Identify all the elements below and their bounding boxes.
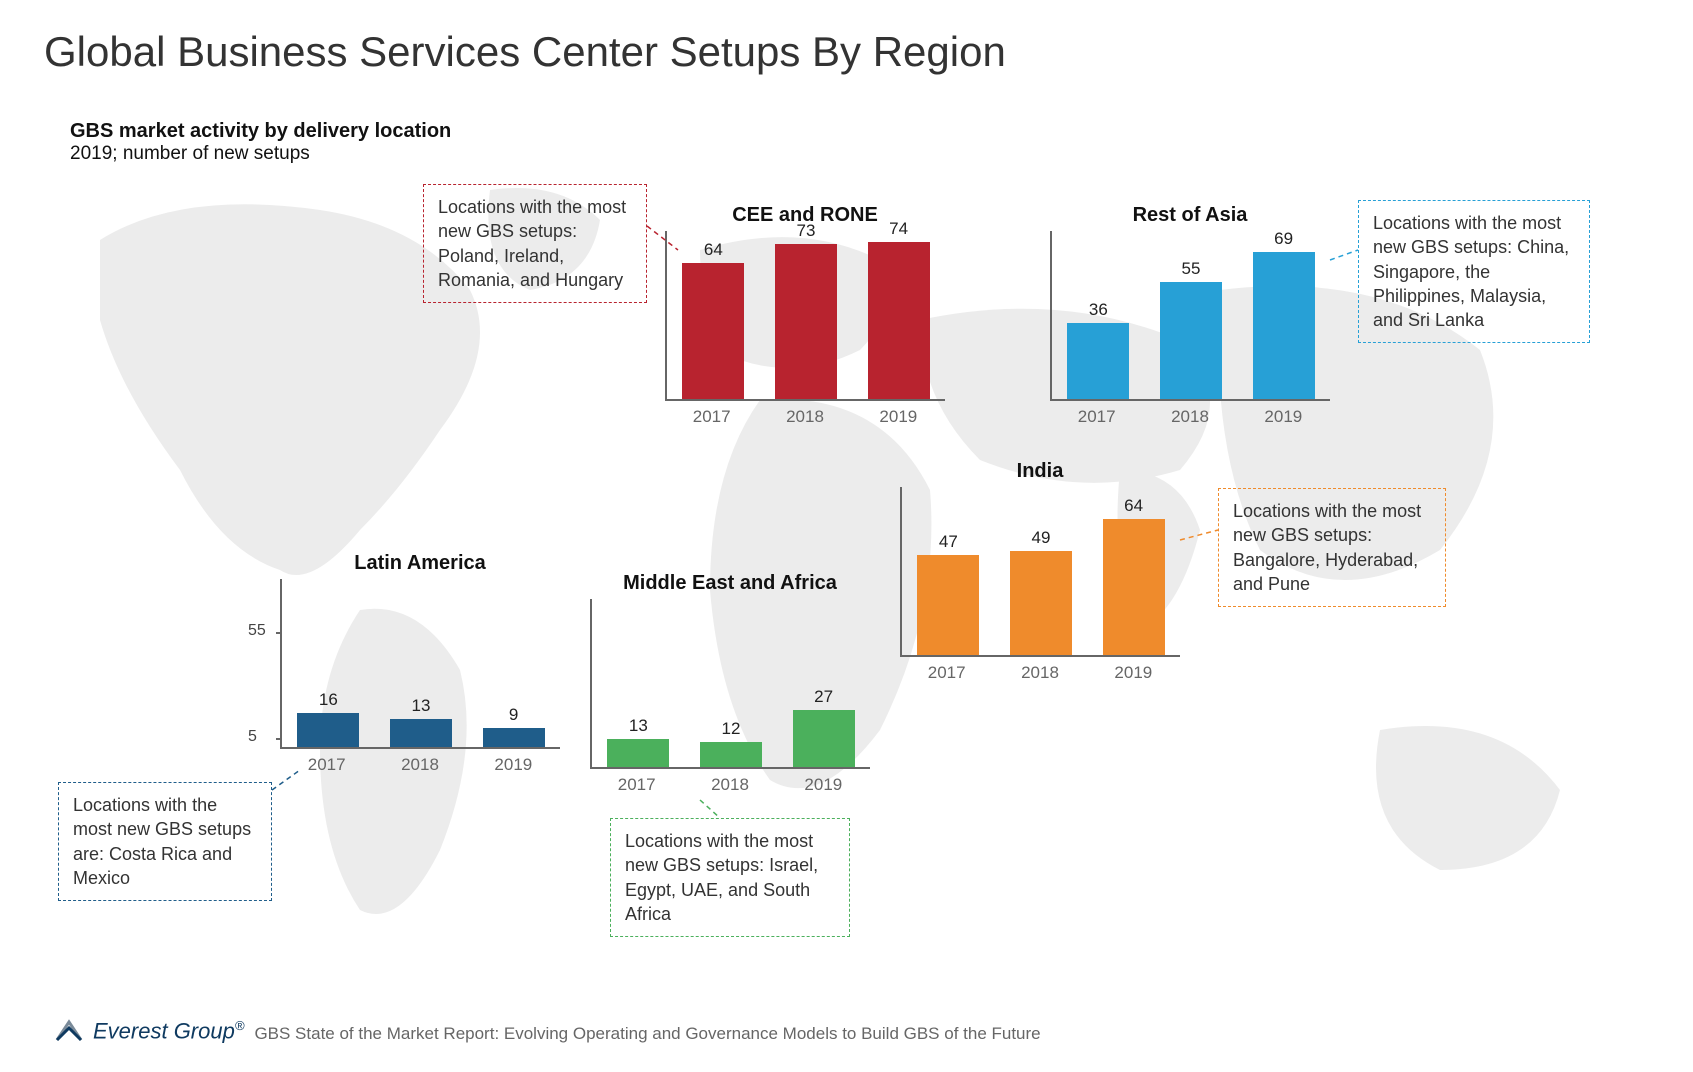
x-axis-labels: 2017 2018 2019 bbox=[280, 755, 560, 775]
brand-chevron-icon bbox=[55, 1016, 83, 1044]
bar-value-label: 36 bbox=[1089, 300, 1108, 320]
x-tick-label: 2019 bbox=[1114, 663, 1152, 683]
bar bbox=[607, 739, 669, 767]
x-axis-labels: 2017 2018 2019 bbox=[590, 775, 870, 795]
bar bbox=[1253, 252, 1315, 399]
brand-name-text: Everest Group bbox=[93, 1018, 235, 1043]
x-tick-label: 2018 bbox=[786, 407, 824, 427]
bar-chart: 47 49 64 bbox=[900, 487, 1180, 657]
bar bbox=[1160, 282, 1222, 399]
region-title: India bbox=[900, 460, 1180, 483]
x-tick-label: 2017 bbox=[1078, 407, 1116, 427]
brand-name: Everest Group® bbox=[93, 1018, 244, 1044]
bar-value-label: 47 bbox=[939, 532, 958, 552]
bar bbox=[917, 555, 979, 655]
callout-mea: Locations with the most new GBS setups: … bbox=[610, 818, 850, 937]
callout-india: Locations with the most new GBS setups: … bbox=[1218, 488, 1446, 607]
brand-registered-icon: ® bbox=[235, 1018, 245, 1033]
x-tick-label: 2017 bbox=[928, 663, 966, 683]
bar-col: 69 bbox=[1253, 229, 1315, 399]
x-tick-label: 2019 bbox=[804, 775, 842, 795]
region-cee-and-rone: CEE and RONE647374201720182019 bbox=[665, 204, 945, 427]
bar bbox=[483, 728, 545, 747]
callout-cee: Locations with the most new GBS setups: … bbox=[423, 184, 647, 303]
subtitle-line1: GBS market activity by delivery location bbox=[70, 120, 451, 143]
bar-col: 73 bbox=[775, 221, 837, 399]
bar-chart: 13 12 27 bbox=[590, 599, 870, 769]
bar-col: 9 bbox=[483, 705, 545, 747]
bar bbox=[775, 244, 837, 399]
bar bbox=[700, 742, 762, 768]
bar-col: 13 bbox=[607, 716, 669, 767]
x-tick-label: 2018 bbox=[1021, 663, 1059, 683]
bar bbox=[868, 242, 930, 399]
bar bbox=[793, 710, 855, 767]
bar-value-label: 13 bbox=[629, 716, 648, 736]
bar-value-label: 74 bbox=[889, 219, 908, 239]
bar-value-label: 55 bbox=[1182, 259, 1201, 279]
bar-value-label: 64 bbox=[1124, 496, 1143, 516]
bar-chart: 36 55 69 bbox=[1050, 231, 1330, 401]
bar-col: 36 bbox=[1067, 300, 1129, 400]
bar-value-label: 12 bbox=[722, 719, 741, 739]
x-tick-label: 2019 bbox=[494, 755, 532, 775]
region-rest-of-asia: Rest of Asia 36 55 69 2017 2018 2019 bbox=[1050, 204, 1330, 427]
subtitle-line2: 2019; number of new setups bbox=[70, 143, 451, 165]
region-title: Rest of Asia bbox=[1050, 204, 1330, 227]
bar-col: 12 bbox=[700, 719, 762, 768]
y-tick-label: 5 bbox=[248, 728, 257, 746]
bar-chart: 55516139 bbox=[280, 579, 560, 749]
bar-col: 64 bbox=[1103, 496, 1165, 655]
page-title: Global Business Services Center Setups B… bbox=[44, 28, 1006, 76]
bar-value-label: 49 bbox=[1032, 528, 1051, 548]
bar bbox=[297, 713, 359, 747]
callout-latam: Locations with the most new GBS setups a… bbox=[58, 782, 272, 901]
bar-col: 64 bbox=[682, 240, 744, 399]
bar-value-label: 13 bbox=[412, 696, 431, 716]
region-title: Latin America bbox=[280, 552, 560, 575]
bar-value-label: 73 bbox=[797, 221, 816, 241]
region-latin-america: Latin America55516139201720182019 bbox=[280, 552, 560, 775]
bar-col: 27 bbox=[793, 687, 855, 767]
footer: Everest Group® GBS State of the Market R… bbox=[55, 1016, 1041, 1044]
region-india: India 47 49 64 2017 2018 2019 bbox=[900, 460, 1180, 683]
x-axis-labels: 2017 2018 2019 bbox=[665, 407, 945, 427]
bar-col: 55 bbox=[1160, 259, 1222, 399]
region-title: Middle East and Africa bbox=[590, 572, 870, 595]
x-tick-label: 2018 bbox=[711, 775, 749, 795]
x-tick-label: 2018 bbox=[1171, 407, 1209, 427]
bar-value-label: 16 bbox=[319, 690, 338, 710]
bar bbox=[682, 263, 744, 399]
bar-value-label: 69 bbox=[1274, 229, 1293, 249]
bar-value-label: 64 bbox=[704, 240, 723, 260]
x-axis-labels: 2017 2018 2019 bbox=[1050, 407, 1330, 427]
x-tick-label: 2017 bbox=[693, 407, 731, 427]
x-tick-label: 2017 bbox=[618, 775, 656, 795]
bar bbox=[1067, 323, 1129, 400]
bar-col: 16 bbox=[297, 690, 359, 747]
x-tick-label: 2019 bbox=[1264, 407, 1302, 427]
bar-value-label: 9 bbox=[509, 705, 518, 725]
subtitle-block: GBS market activity by delivery location… bbox=[70, 120, 451, 165]
bar-chart: 647374 bbox=[665, 231, 945, 401]
bar-col: 74 bbox=[868, 219, 930, 399]
x-tick-label: 2018 bbox=[401, 755, 439, 775]
region-middle-east-africa: Middle East and Africa 13 12 27 2017 2018 2019 bbox=[590, 572, 870, 795]
bar-col: 13 bbox=[390, 696, 452, 747]
bar-col: 49 bbox=[1010, 528, 1072, 655]
x-tick-label: 2019 bbox=[879, 407, 917, 427]
bar bbox=[1103, 519, 1165, 655]
bar bbox=[1010, 551, 1072, 655]
y-tick-label: 55 bbox=[248, 622, 266, 640]
x-tick-label: 2017 bbox=[308, 755, 346, 775]
bar-col: 47 bbox=[917, 532, 979, 655]
footer-text: GBS State of the Market Report: Evolving… bbox=[254, 1024, 1040, 1044]
bar bbox=[390, 719, 452, 747]
bar-value-label: 27 bbox=[814, 687, 833, 707]
x-axis-labels: 2017 2018 2019 bbox=[900, 663, 1180, 683]
callout-asia: Locations with the most new GBS setups: … bbox=[1358, 200, 1590, 343]
